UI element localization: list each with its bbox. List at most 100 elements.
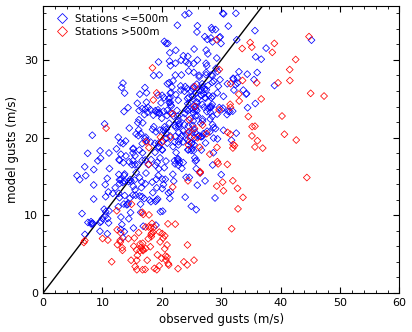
Point	[143, 90, 150, 96]
Point	[173, 47, 179, 53]
Point	[137, 241, 143, 247]
Point	[120, 141, 126, 146]
Point	[90, 182, 97, 188]
Point	[205, 106, 211, 111]
Point	[163, 158, 169, 164]
Point	[154, 196, 161, 202]
Point	[115, 134, 122, 140]
Point	[186, 139, 192, 144]
Point	[258, 96, 265, 102]
Point	[166, 50, 173, 55]
Point	[166, 262, 172, 268]
Point	[220, 188, 227, 194]
Point	[101, 207, 108, 212]
Point	[117, 230, 124, 236]
Point	[216, 105, 222, 110]
Point	[219, 180, 226, 185]
Point	[139, 150, 146, 155]
Point	[91, 167, 97, 172]
Point	[172, 123, 178, 128]
Point	[186, 175, 193, 180]
Point	[121, 229, 128, 234]
Point	[152, 141, 158, 146]
Point	[306, 34, 312, 39]
Point	[271, 83, 278, 88]
Point	[193, 158, 200, 163]
Point	[119, 235, 126, 240]
Point	[169, 184, 176, 190]
Point	[199, 119, 206, 124]
Point	[180, 139, 186, 144]
Point	[156, 110, 162, 115]
Point	[176, 124, 182, 129]
Point	[167, 100, 173, 105]
Point	[200, 91, 207, 96]
Point	[231, 143, 238, 148]
Point	[175, 156, 181, 161]
Point	[94, 158, 101, 163]
Point	[178, 72, 185, 78]
Point	[145, 162, 152, 167]
Point	[129, 162, 135, 167]
Point	[194, 183, 201, 188]
Point	[104, 231, 110, 236]
Point	[182, 84, 189, 89]
Point	[147, 244, 154, 249]
Point	[187, 135, 194, 140]
Point	[140, 248, 146, 253]
Point	[116, 177, 123, 182]
Point	[193, 99, 200, 105]
Point	[140, 247, 146, 252]
Point	[102, 182, 108, 187]
Point	[192, 107, 199, 112]
Point	[139, 141, 145, 146]
Point	[196, 88, 202, 93]
Point	[227, 81, 234, 86]
Point	[166, 80, 173, 85]
Point	[130, 184, 136, 189]
Point	[116, 158, 123, 163]
Point	[101, 121, 108, 126]
Point	[159, 177, 166, 182]
Point	[234, 81, 241, 86]
Point	[140, 120, 146, 125]
Point	[286, 67, 293, 72]
Point	[131, 244, 137, 249]
Point	[143, 246, 149, 251]
Point	[104, 216, 111, 221]
Point	[182, 12, 188, 18]
Point	[156, 229, 163, 235]
Point	[209, 73, 216, 78]
Point	[229, 178, 236, 184]
Point	[119, 80, 126, 86]
Point	[105, 220, 112, 226]
Point	[131, 177, 138, 183]
Point	[162, 253, 169, 259]
Point	[155, 140, 162, 146]
Point	[166, 58, 173, 64]
Point	[152, 163, 159, 168]
Point	[154, 252, 161, 258]
Point	[175, 139, 182, 144]
Point	[192, 104, 198, 109]
Point	[150, 73, 157, 78]
Point	[147, 199, 154, 205]
Point	[159, 208, 166, 214]
Point	[225, 109, 232, 114]
Point	[204, 63, 210, 68]
Point	[130, 225, 137, 231]
Point	[167, 134, 174, 140]
Point	[134, 253, 140, 258]
Point	[133, 267, 140, 272]
Point	[134, 101, 140, 106]
Point	[247, 40, 253, 45]
Point	[175, 158, 181, 164]
Point	[200, 131, 207, 136]
Point	[181, 89, 188, 94]
Point	[119, 248, 126, 253]
Point	[156, 111, 163, 116]
Point	[196, 133, 202, 138]
Point	[148, 231, 155, 236]
Point	[199, 88, 205, 93]
Point	[164, 108, 171, 113]
